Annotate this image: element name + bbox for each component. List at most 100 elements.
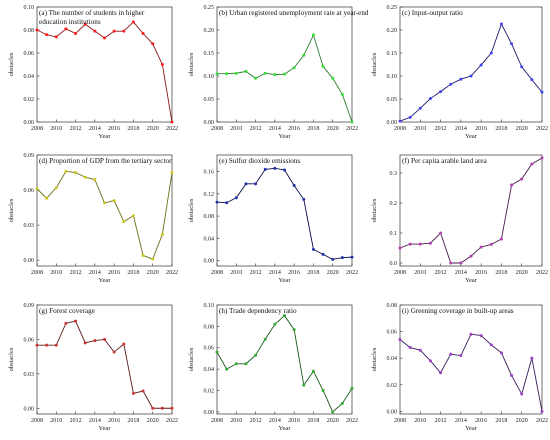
data-point bbox=[234, 71, 238, 75]
panel-title: (h) Trade dependency ratio bbox=[219, 307, 297, 315]
data-point bbox=[254, 182, 258, 186]
x-axis-label: Year bbox=[279, 133, 292, 140]
x-tick-label: 2012 bbox=[250, 418, 262, 424]
x-tick-label: 2014 bbox=[455, 418, 467, 424]
x-tick-label: 2022 bbox=[166, 270, 178, 276]
data-point bbox=[510, 373, 514, 377]
x-tick-label: 2008 bbox=[211, 126, 223, 132]
x-tick-label: 2020 bbox=[327, 126, 339, 132]
y-axis-label: obstacles bbox=[371, 198, 378, 222]
y-tick-label: 0.00 bbox=[387, 120, 398, 126]
data-point bbox=[215, 200, 219, 204]
x-tick-label: 2008 bbox=[211, 270, 223, 276]
x-tick-label: 2014 bbox=[455, 126, 467, 132]
data-point bbox=[160, 232, 164, 236]
y-tick-label: 0.00 bbox=[24, 406, 35, 412]
y-tick-label: 0.20 bbox=[387, 28, 398, 34]
x-tick-label: 2022 bbox=[536, 418, 548, 424]
data-point bbox=[64, 169, 68, 173]
data-point bbox=[428, 241, 432, 245]
data-point bbox=[273, 166, 277, 170]
data-point bbox=[311, 247, 315, 251]
y-tick-label: 0.02 bbox=[387, 383, 398, 389]
x-tick-label: 2020 bbox=[147, 126, 159, 132]
x-tick-label: 2016 bbox=[108, 418, 120, 424]
x-tick-label: 2020 bbox=[516, 126, 528, 132]
panel-title: education institutions bbox=[39, 18, 101, 26]
x-tick-label: 2018 bbox=[495, 126, 507, 132]
data-point bbox=[160, 406, 164, 410]
data-point bbox=[112, 29, 116, 33]
data-point bbox=[520, 177, 524, 181]
y-axis-label: obstacles bbox=[8, 198, 15, 222]
panel-title: (a) The number of students in higher bbox=[39, 9, 145, 17]
chart-panel-c: 0.00 0.05 0.10 0.15 0.20 0.25 2008 2010 2012 2014… bbox=[371, 5, 548, 140]
data-point bbox=[244, 69, 248, 73]
data-point bbox=[499, 351, 503, 355]
data-point bbox=[540, 156, 544, 160]
y-tick-label: 0.10 bbox=[204, 303, 215, 309]
x-tick-label: 2014 bbox=[269, 126, 281, 132]
x-tick-label: 2018 bbox=[307, 270, 319, 276]
x-tick-label: 2012 bbox=[70, 270, 82, 276]
series-line bbox=[399, 22, 543, 122]
data-point bbox=[93, 339, 97, 343]
data-point bbox=[215, 350, 219, 354]
y-tick-label: 0.08 bbox=[204, 214, 215, 220]
series-line bbox=[37, 320, 172, 409]
x-tick-label: 2022 bbox=[166, 418, 178, 424]
series-line bbox=[399, 157, 543, 264]
data-point bbox=[263, 337, 267, 341]
x-tick-label: 2012 bbox=[250, 270, 262, 276]
y-tick-label: 0.06 bbox=[24, 337, 35, 343]
x-tick-label: 2012 bbox=[435, 270, 447, 276]
x-axis-label: Year bbox=[465, 133, 478, 140]
y-axis-label: obstacles bbox=[188, 52, 195, 76]
plot-frame bbox=[36, 154, 173, 267]
data-point bbox=[45, 196, 49, 200]
data-point bbox=[131, 214, 135, 218]
y-tick-label: 0.10 bbox=[24, 5, 35, 11]
data-point bbox=[283, 314, 286, 318]
chart-panel-i: 0.00 0.02 0.04 0.06 0.08 2008 2010 2012 2014 2016… bbox=[371, 303, 548, 432]
x-tick-label: 2012 bbox=[435, 418, 447, 424]
data-point bbox=[244, 182, 248, 186]
data-point bbox=[459, 261, 463, 265]
x-tick-label: 2016 bbox=[288, 126, 300, 132]
y-tick-label: 0.12 bbox=[204, 192, 215, 198]
chart-panel-b: 0.00 0.05 0.10 0.15 0.20 0.25 2008 2010 2012 2014… bbox=[188, 5, 369, 140]
data-point bbox=[54, 186, 58, 190]
data-point bbox=[122, 342, 126, 346]
y-tick-label: 0.06 bbox=[387, 330, 398, 336]
x-tick-label: 2018 bbox=[495, 418, 507, 424]
plot-frame bbox=[399, 154, 543, 267]
x-tick-label: 2008 bbox=[394, 126, 406, 132]
data-point bbox=[292, 328, 296, 332]
x-tick-label: 2016 bbox=[288, 418, 300, 424]
x-tick-label: 2014 bbox=[269, 270, 281, 276]
data-point bbox=[302, 197, 306, 201]
x-axis-label: Year bbox=[279, 425, 292, 432]
x-tick-label: 2016 bbox=[475, 418, 487, 424]
x-tick-label: 2008 bbox=[394, 270, 406, 276]
x-tick-label: 2018 bbox=[127, 418, 139, 424]
x-axis-label: Year bbox=[279, 277, 292, 284]
data-point bbox=[510, 183, 514, 187]
data-point bbox=[273, 322, 277, 326]
panel-title: (d) Proportion of GDP from the tertiary … bbox=[39, 157, 172, 165]
data-point bbox=[350, 386, 354, 390]
x-tick-label: 2010 bbox=[230, 126, 242, 132]
x-tick-label: 2022 bbox=[536, 270, 548, 276]
x-tick-label: 2016 bbox=[108, 126, 120, 132]
y-tick-label: 0.06 bbox=[24, 188, 35, 194]
series-line bbox=[36, 170, 173, 260]
chart-panel-g: 0.00 0.03 0.06 0.09 2008 2010 2012 2014 2016 2018… bbox=[8, 303, 178, 432]
data-point bbox=[170, 120, 174, 124]
data-point bbox=[93, 29, 97, 33]
x-tick-label: 2010 bbox=[414, 126, 426, 132]
data-point bbox=[83, 341, 87, 345]
y-tick-label: 0.09 bbox=[24, 153, 35, 159]
data-point bbox=[340, 92, 344, 96]
x-tick-label: 2018 bbox=[307, 418, 319, 424]
y-tick-label: 0.00 bbox=[204, 410, 215, 416]
